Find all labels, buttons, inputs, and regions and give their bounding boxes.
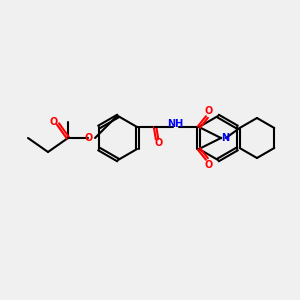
Text: O: O: [155, 138, 163, 148]
Text: N: N: [221, 133, 229, 143]
Text: O: O: [50, 117, 58, 127]
Text: O: O: [205, 106, 213, 116]
Text: O: O: [85, 133, 93, 143]
Text: NH: NH: [167, 119, 183, 129]
Text: O: O: [205, 160, 213, 170]
